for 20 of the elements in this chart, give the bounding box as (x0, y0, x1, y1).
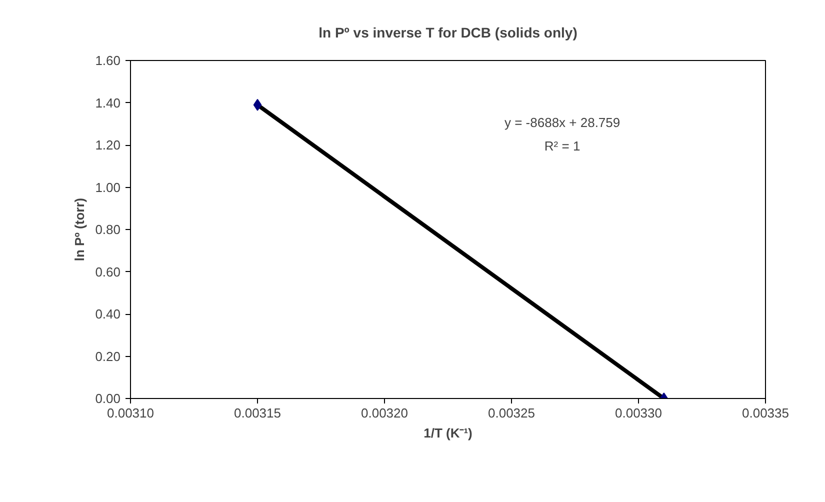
y-tick-label: 1.60 (95, 53, 121, 68)
x-axis-title: 1/T (K⁻¹) (424, 426, 472, 440)
y-tick-label: 0.20 (95, 348, 121, 364)
y-tick-label: 0.60 (95, 264, 121, 280)
x-tick-label: 0.00315 (234, 406, 282, 420)
y-tick-label: 1.20 (95, 138, 121, 152)
chart-title: ln Pº vs inverse T for DCB (solids only) (318, 24, 578, 40)
y-tick-label: 0.00 (95, 391, 121, 406)
annotation: R² = 1 (544, 138, 580, 154)
y-tick-label: 1.00 (95, 180, 121, 195)
y-tick-label: 0.80 (95, 222, 121, 237)
x-tick-label: 0.00320 (361, 406, 408, 420)
y-tick-label: 1.40 (95, 95, 121, 110)
x-tick-label: 0.00325 (488, 406, 536, 420)
x-tick-label: 0.00335 (742, 406, 790, 420)
y-tick-label: 0.40 (95, 306, 121, 322)
y-axis-title: ln Pº (torr) (72, 198, 88, 262)
x-tick-label: 0.00330 (615, 406, 662, 420)
annotation: y = -8688x + 28.759 (504, 115, 620, 130)
x-tick-label: 0.00310 (107, 406, 154, 420)
